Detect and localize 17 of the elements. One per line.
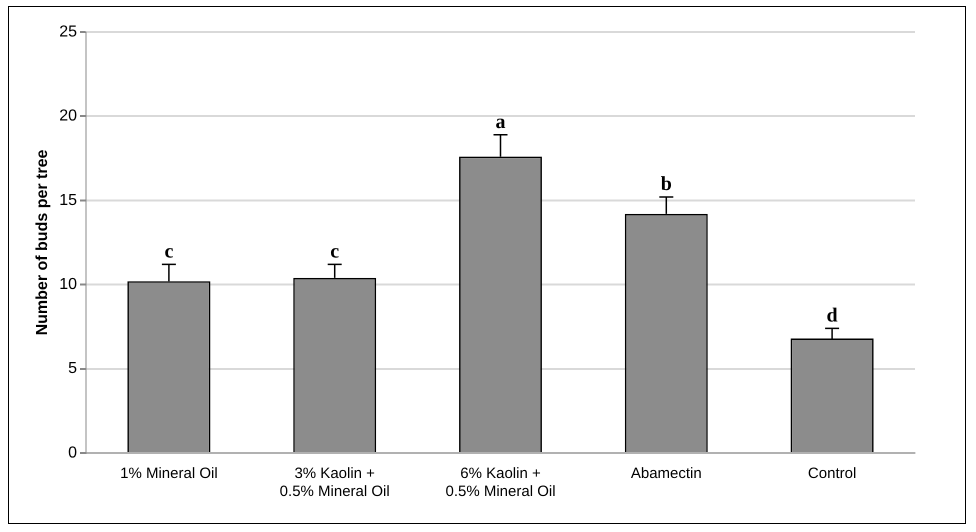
y-axis-title: Number of buds per tree	[34, 150, 52, 336]
x-tick-label: 3% Kaolin + 0.5% Mineral Oil	[280, 465, 390, 500]
x-tick-label: 1% Mineral Oil	[120, 465, 218, 482]
y-tick-label: 10	[59, 276, 78, 294]
x-tick-label: Abamectin	[630, 465, 702, 482]
y-tick-label: 0	[68, 444, 78, 462]
annotation: c	[330, 240, 340, 263]
x-tick-label: 6% Kaolin + 0.5% Mineral Oil	[445, 465, 556, 500]
y-tick-label: 25	[59, 23, 78, 40]
y-tick-label: 20	[59, 108, 78, 125]
x-tick-label: Control	[808, 465, 856, 482]
annotation: b	[660, 173, 672, 196]
annotation: d	[826, 304, 838, 327]
y-tick-label: 5	[68, 360, 78, 378]
annotation: a	[496, 110, 506, 133]
annotation: c	[164, 240, 174, 263]
y-tick-label: 15	[59, 192, 78, 209]
